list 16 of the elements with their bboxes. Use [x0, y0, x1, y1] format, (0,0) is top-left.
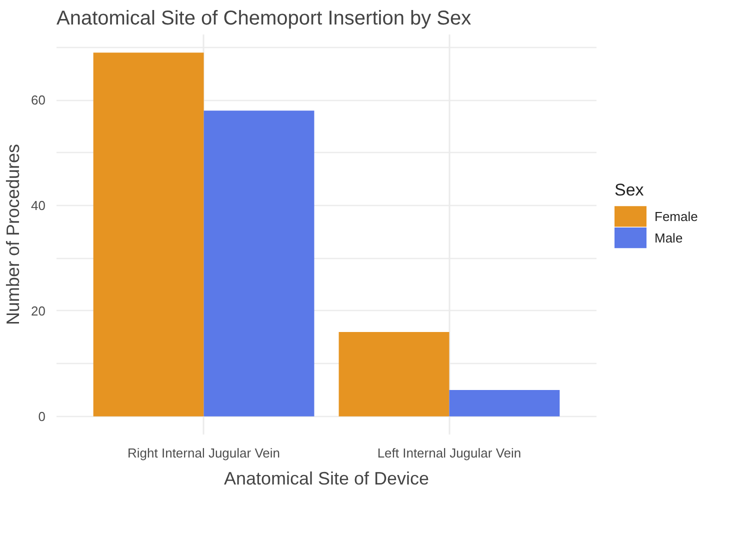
bar: [449, 390, 560, 416]
y-tick-label: 0: [38, 408, 46, 424]
bar: [204, 110, 314, 416]
legend-label: Female: [654, 208, 698, 224]
bar: [93, 52, 204, 416]
chart-title: Anatomical Site of Chemoport Insertion by Sex: [56, 8, 472, 30]
y-tick-label: 40: [31, 198, 46, 214]
bar: [338, 332, 450, 416]
y-axis-title: Number of Procedures: [3, 144, 24, 326]
x-tick-label: Right Internal Jugular Vein: [128, 446, 280, 460]
y-tick-label: 20: [31, 303, 46, 318]
x-tick-label: Left Internal Jugular Vein: [377, 446, 522, 460]
legend-label: Male: [654, 230, 683, 246]
x-axis-title: Anatomical Site of Device: [224, 468, 430, 488]
legend-title: Sex: [614, 180, 644, 200]
y-tick-label: 60: [31, 92, 46, 108]
